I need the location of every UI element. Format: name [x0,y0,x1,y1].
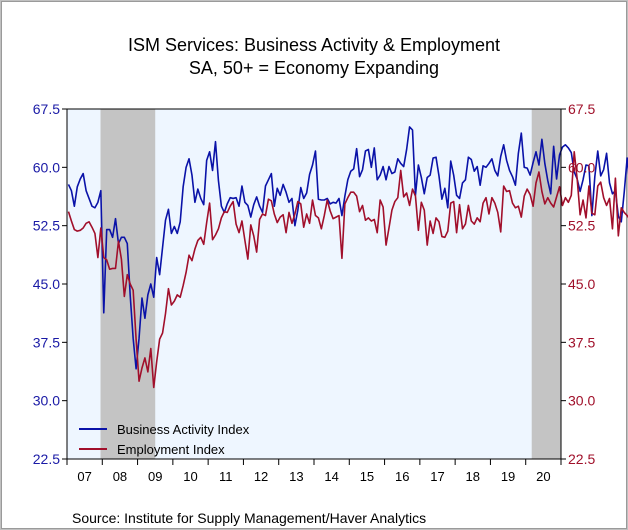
y-tick-label-right: 52.5 [568,218,595,234]
x-tick-label: 14 [324,469,338,484]
y-tick-label-right: 30.0 [568,393,595,409]
x-tick-label: 20 [536,469,550,484]
x-tick-label: 13 [289,469,303,484]
series-line-employment [67,150,628,389]
y-tick-label-left: 60.0 [33,159,60,175]
y-tick-label-right: 45.0 [568,276,595,292]
y-tick-label-right: 67.5 [568,101,595,117]
legend: Business Activity Index Employment Index [79,422,250,457]
y-tick-label-right: 60.0 [568,159,595,175]
y-tick-label-right: 37.5 [568,334,595,350]
x-tick-label: 15 [360,469,374,484]
y-tick-label-left: 67.5 [33,101,60,117]
legend-label-business-activity: Business Activity Index [117,422,250,437]
x-tick-label: 19 [501,469,515,484]
series-group [67,126,628,389]
x-tick-label: 16 [395,469,409,484]
x-tick-label: 12 [254,469,268,484]
axis-group: 67.5 67.5 60.0 60.0 52.5 52.5 45.0 45.0 37.5 37.5… [33,101,596,484]
chart-subtitle: SA, 50+ = Economy Expanding [189,58,439,78]
x-tick-label: 09 [148,469,162,484]
recession-band-1 [531,109,561,459]
legend-label-employment: Employment Index [117,442,225,457]
x-tick-label: 18 [466,469,480,484]
x-tick-label: 07 [77,469,91,484]
y-tick-label-left: 30.0 [33,393,60,409]
chart-title: ISM Services: Business Activity & Employ… [128,35,500,55]
source-note: Source: Institute for Supply Management/… [72,510,426,526]
x-tick-label: 08 [113,469,127,484]
y-tick-label-left: 22.5 [33,451,60,467]
x-tick-label: 10 [183,469,197,484]
y-tick-label-left: 37.5 [33,334,60,350]
x-tick-label: 11 [219,469,233,484]
y-tick-label-left: 52.5 [33,218,60,234]
y-tick-label-right: 22.5 [568,451,595,467]
x-tick-label: 17 [430,469,444,484]
y-tick-label-left: 45.0 [33,276,60,292]
recession-band-0 [100,109,156,459]
